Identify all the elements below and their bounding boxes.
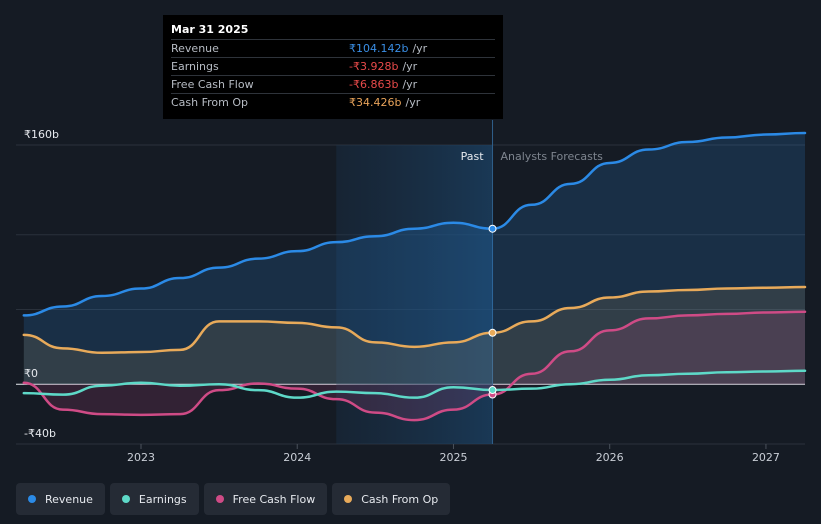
y-tick-label: -₹40b [24, 427, 56, 440]
legend-item-free-cash-flow[interactable]: Free Cash Flow [203, 483, 328, 515]
series-line-free-cash-flow [22, 310, 807, 422]
highlight-marker-revenue [488, 224, 497, 233]
tooltip-label: Free Cash Flow [171, 78, 254, 91]
tooltip-row-free-cash-flow: Free Cash Flow -₹6.863b /yr [171, 75, 495, 93]
tooltip-unit: /yr [405, 96, 421, 109]
y-tick-label: ₹0 [24, 367, 38, 380]
legend-item-revenue[interactable]: Revenue [16, 483, 105, 515]
x-tick-label: 2027 [752, 451, 780, 464]
y-tick-label: ₹160b [24, 128, 59, 141]
legend-dot-icon [215, 495, 224, 503]
legend-label: Revenue [45, 492, 93, 506]
data-tooltip: Mar 31 2025 Revenue ₹104.142b /yr Earnin… [163, 15, 503, 119]
series-line-cash-from-op [22, 285, 807, 355]
tooltip-value: -₹6.863b [349, 78, 399, 91]
tooltip-label: Earnings [171, 60, 219, 73]
tooltip-value: ₹34.426b [349, 96, 402, 109]
tooltip-label: Revenue [171, 42, 219, 55]
tooltip-label: Cash From Op [171, 96, 249, 109]
highlight-marker-cash-from-op [488, 328, 497, 337]
past-shaded-region [336, 120, 494, 444]
legend-item-earnings[interactable]: Earnings [109, 483, 199, 515]
tooltip-value: ₹104.142b [349, 42, 409, 55]
chart-legend: Revenue Earnings Free Cash Flow Cash Fro… [16, 483, 451, 515]
tooltip-row-revenue: Revenue ₹104.142b /yr [171, 39, 495, 57]
legend-dot-icon [121, 495, 130, 503]
forecast-label: Analysts Forecasts [501, 150, 604, 163]
tooltip-value: -₹3.928b [349, 60, 399, 73]
highlight-marker-earnings [488, 386, 497, 395]
highlight-markers [488, 224, 497, 399]
axis-labels: ₹160b ₹0 -₹40b 2023 2024 2025 2026 2027 Past Anal… [24, 128, 780, 464]
legend-label: Cash From Op [361, 492, 439, 506]
series-line-revenue [22, 131, 807, 317]
tooltip-unit: /yr [412, 42, 428, 55]
tooltip-unit: /yr [402, 60, 418, 73]
tooltip-row-cash-from-op: Cash From Op ₹34.426b /yr [171, 93, 495, 111]
series-fill-cash-from-op [23, 287, 805, 385]
x-tick-label: 2026 [596, 451, 624, 464]
tooltip-date: Mar 31 2025 [171, 23, 249, 36]
series-line-earnings [22, 369, 807, 399]
series-fill-free-cash-flow [23, 311, 805, 421]
tooltip-unit: /yr [402, 78, 418, 91]
x-tick-label: 2025 [439, 451, 467, 464]
legend-label: Earnings [138, 492, 187, 506]
legend-dot-icon [344, 495, 353, 503]
x-tick-label: 2023 [127, 451, 155, 464]
shaded-region [336, 145, 493, 444]
series-lines [22, 131, 807, 422]
legend-dot-icon [28, 495, 36, 503]
past-label: Past [461, 150, 485, 163]
tooltip-row-earnings: Earnings -₹3.928b /yr [171, 57, 495, 75]
legend-label: Free Cash Flow [232, 492, 316, 506]
legend-item-cash-from-op[interactable]: Cash From Op [332, 483, 451, 515]
x-tick-label: 2024 [283, 451, 311, 464]
